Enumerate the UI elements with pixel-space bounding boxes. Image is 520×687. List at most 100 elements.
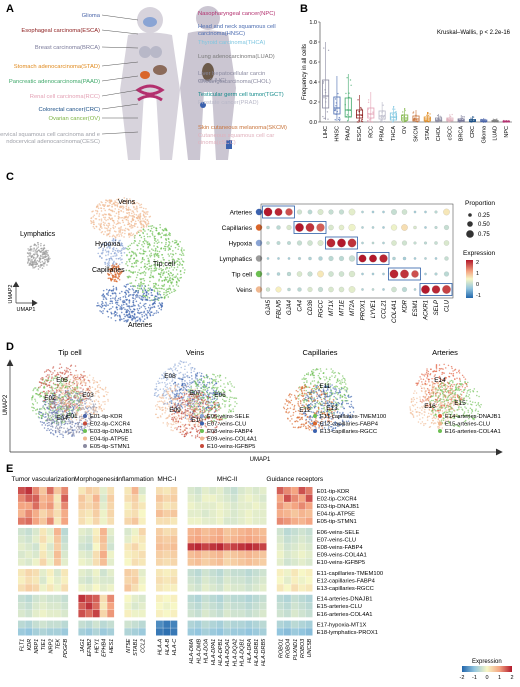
heatmap-cell: [156, 584, 163, 592]
heatmap-cell: [170, 550, 178, 559]
heatmap-cell: [259, 494, 267, 502]
heatmap-cell: [216, 558, 224, 566]
heatmap-cell: [223, 487, 231, 495]
heatmap-cell: [124, 620, 132, 628]
heatmap-cell: [85, 517, 93, 525]
heatmap-gene-label: NT5E: [126, 638, 132, 652]
heatmap-cell: [32, 628, 40, 636]
panel-letter-a: A: [6, 3, 14, 15]
category-label: OV: [402, 126, 408, 134]
heatmap-cell: [54, 535, 61, 543]
dotplot-row-label: Lymphatics: [219, 256, 252, 263]
heatmap-cell: [163, 594, 171, 603]
heatmap-cell: [61, 576, 69, 584]
heatmap-cell: [202, 509, 209, 518]
cancer-labels-right: Nasopharyngeal cancer(NPC) Head and neck …: [198, 11, 287, 146]
heatmap-cell: [78, 535, 86, 543]
heatmap-cell: [124, 535, 132, 543]
expression-tick: 2: [476, 260, 479, 266]
cancer-label-left: Esophageal carcinoma(ESCA): [21, 28, 100, 34]
heatmap-cell: [223, 535, 231, 543]
heatmap-cell: [194, 487, 202, 495]
heatmap-cell: [124, 576, 132, 584]
heatmap-cell: [100, 569, 107, 577]
y-tick-label: 0.4: [309, 80, 317, 86]
heatmap-cell: [259, 628, 267, 636]
marker-highlight-box: [419, 283, 453, 296]
heatmap-cell: [202, 602, 209, 610]
heatmap-cell: [298, 602, 306, 610]
heatmap-cell: [131, 628, 139, 636]
cancer-label-right: Prostate cancer(PRAD): [198, 100, 259, 106]
heatmap-cell: [216, 535, 224, 543]
jitter-point: [440, 116, 442, 118]
jitter-point: [361, 120, 364, 123]
dot: [443, 208, 450, 216]
heatmap-cell: [85, 594, 93, 603]
jitter-point: [412, 112, 414, 114]
heatmap-cell: [18, 528, 25, 536]
heatmap-cell: [245, 558, 253, 566]
dot: [328, 286, 334, 293]
heatmap-cell: [78, 569, 86, 577]
heatmap-cell: [230, 569, 238, 577]
heatmap-gene-label: ROBO4: [286, 639, 292, 658]
dot: [266, 241, 270, 245]
heatmap-cell: [156, 610, 163, 618]
heatmap-cell: [54, 584, 61, 592]
dot: [318, 287, 323, 292]
panel-a: A Glioma Esophageal carcinoma(ESCA) Breast…: [0, 3, 287, 160]
heatmap-cell: [187, 576, 195, 584]
heatmap-cell: [223, 550, 231, 559]
legend-entry: E05-tip-STMN1: [90, 444, 130, 450]
cancer-label-right: Lung adenocarcinoma(LUAD): [198, 54, 275, 60]
heatmap-gene-label: UNC5B: [307, 638, 313, 657]
heatmap-cell: [163, 620, 171, 628]
lung-icon: [150, 46, 162, 58]
heatmap-cell: [46, 628, 54, 636]
heatmap-cell: [32, 509, 40, 518]
heatmap-cell: [25, 576, 33, 584]
jitter-point: [327, 118, 329, 120]
heatmap-cell: [163, 528, 171, 536]
legend-swatch: [83, 436, 87, 441]
dotplot-gene-label: GJA5: [266, 299, 272, 315]
box-chol: [435, 114, 443, 123]
heatmap-cell: [276, 602, 284, 610]
dot: [285, 208, 293, 216]
heatmap-row-label: E16-arteries-COL4A1: [317, 612, 373, 618]
heatmap-cell: [194, 602, 202, 610]
dot: [307, 240, 313, 246]
heatmap-cell: [92, 610, 100, 618]
heatmap-cell: [25, 558, 33, 566]
jitter-point: [338, 116, 341, 119]
legend-entry: E06-veins-SELE: [207, 414, 250, 420]
jitter-point: [369, 121, 371, 123]
y-axis-label: Frequency in all cells: [302, 44, 308, 100]
lung-icon: [139, 46, 151, 58]
heatmap-cell: [61, 528, 69, 536]
dot: [348, 270, 356, 278]
heatmap-cell: [18, 487, 25, 495]
heatmap-cell: [209, 576, 217, 584]
subcluster-label: E11: [319, 383, 330, 390]
category-label: CHOL: [436, 126, 442, 141]
heatmap-cell: [291, 535, 299, 543]
dot: [391, 286, 397, 293]
heatmap-cell: [245, 610, 253, 618]
panel-letter-e: E: [6, 463, 13, 475]
dot: [266, 257, 270, 260]
legend-entry: E07-veins-CLU: [207, 422, 246, 428]
heatmap-cell: [291, 487, 299, 495]
heatmap-cell: [39, 558, 47, 566]
heatmap-cell: [170, 610, 178, 618]
heatmap-cell: [138, 610, 146, 618]
dot: [389, 269, 399, 279]
heatmap-cell: [85, 502, 93, 510]
heatmap-cell: [259, 528, 267, 536]
heatmap-cell: [216, 610, 224, 618]
heatmap-row-label: E04-tip-ATP5E: [317, 512, 355, 518]
dot: [286, 225, 292, 230]
heatmap-cell: [216, 602, 224, 610]
